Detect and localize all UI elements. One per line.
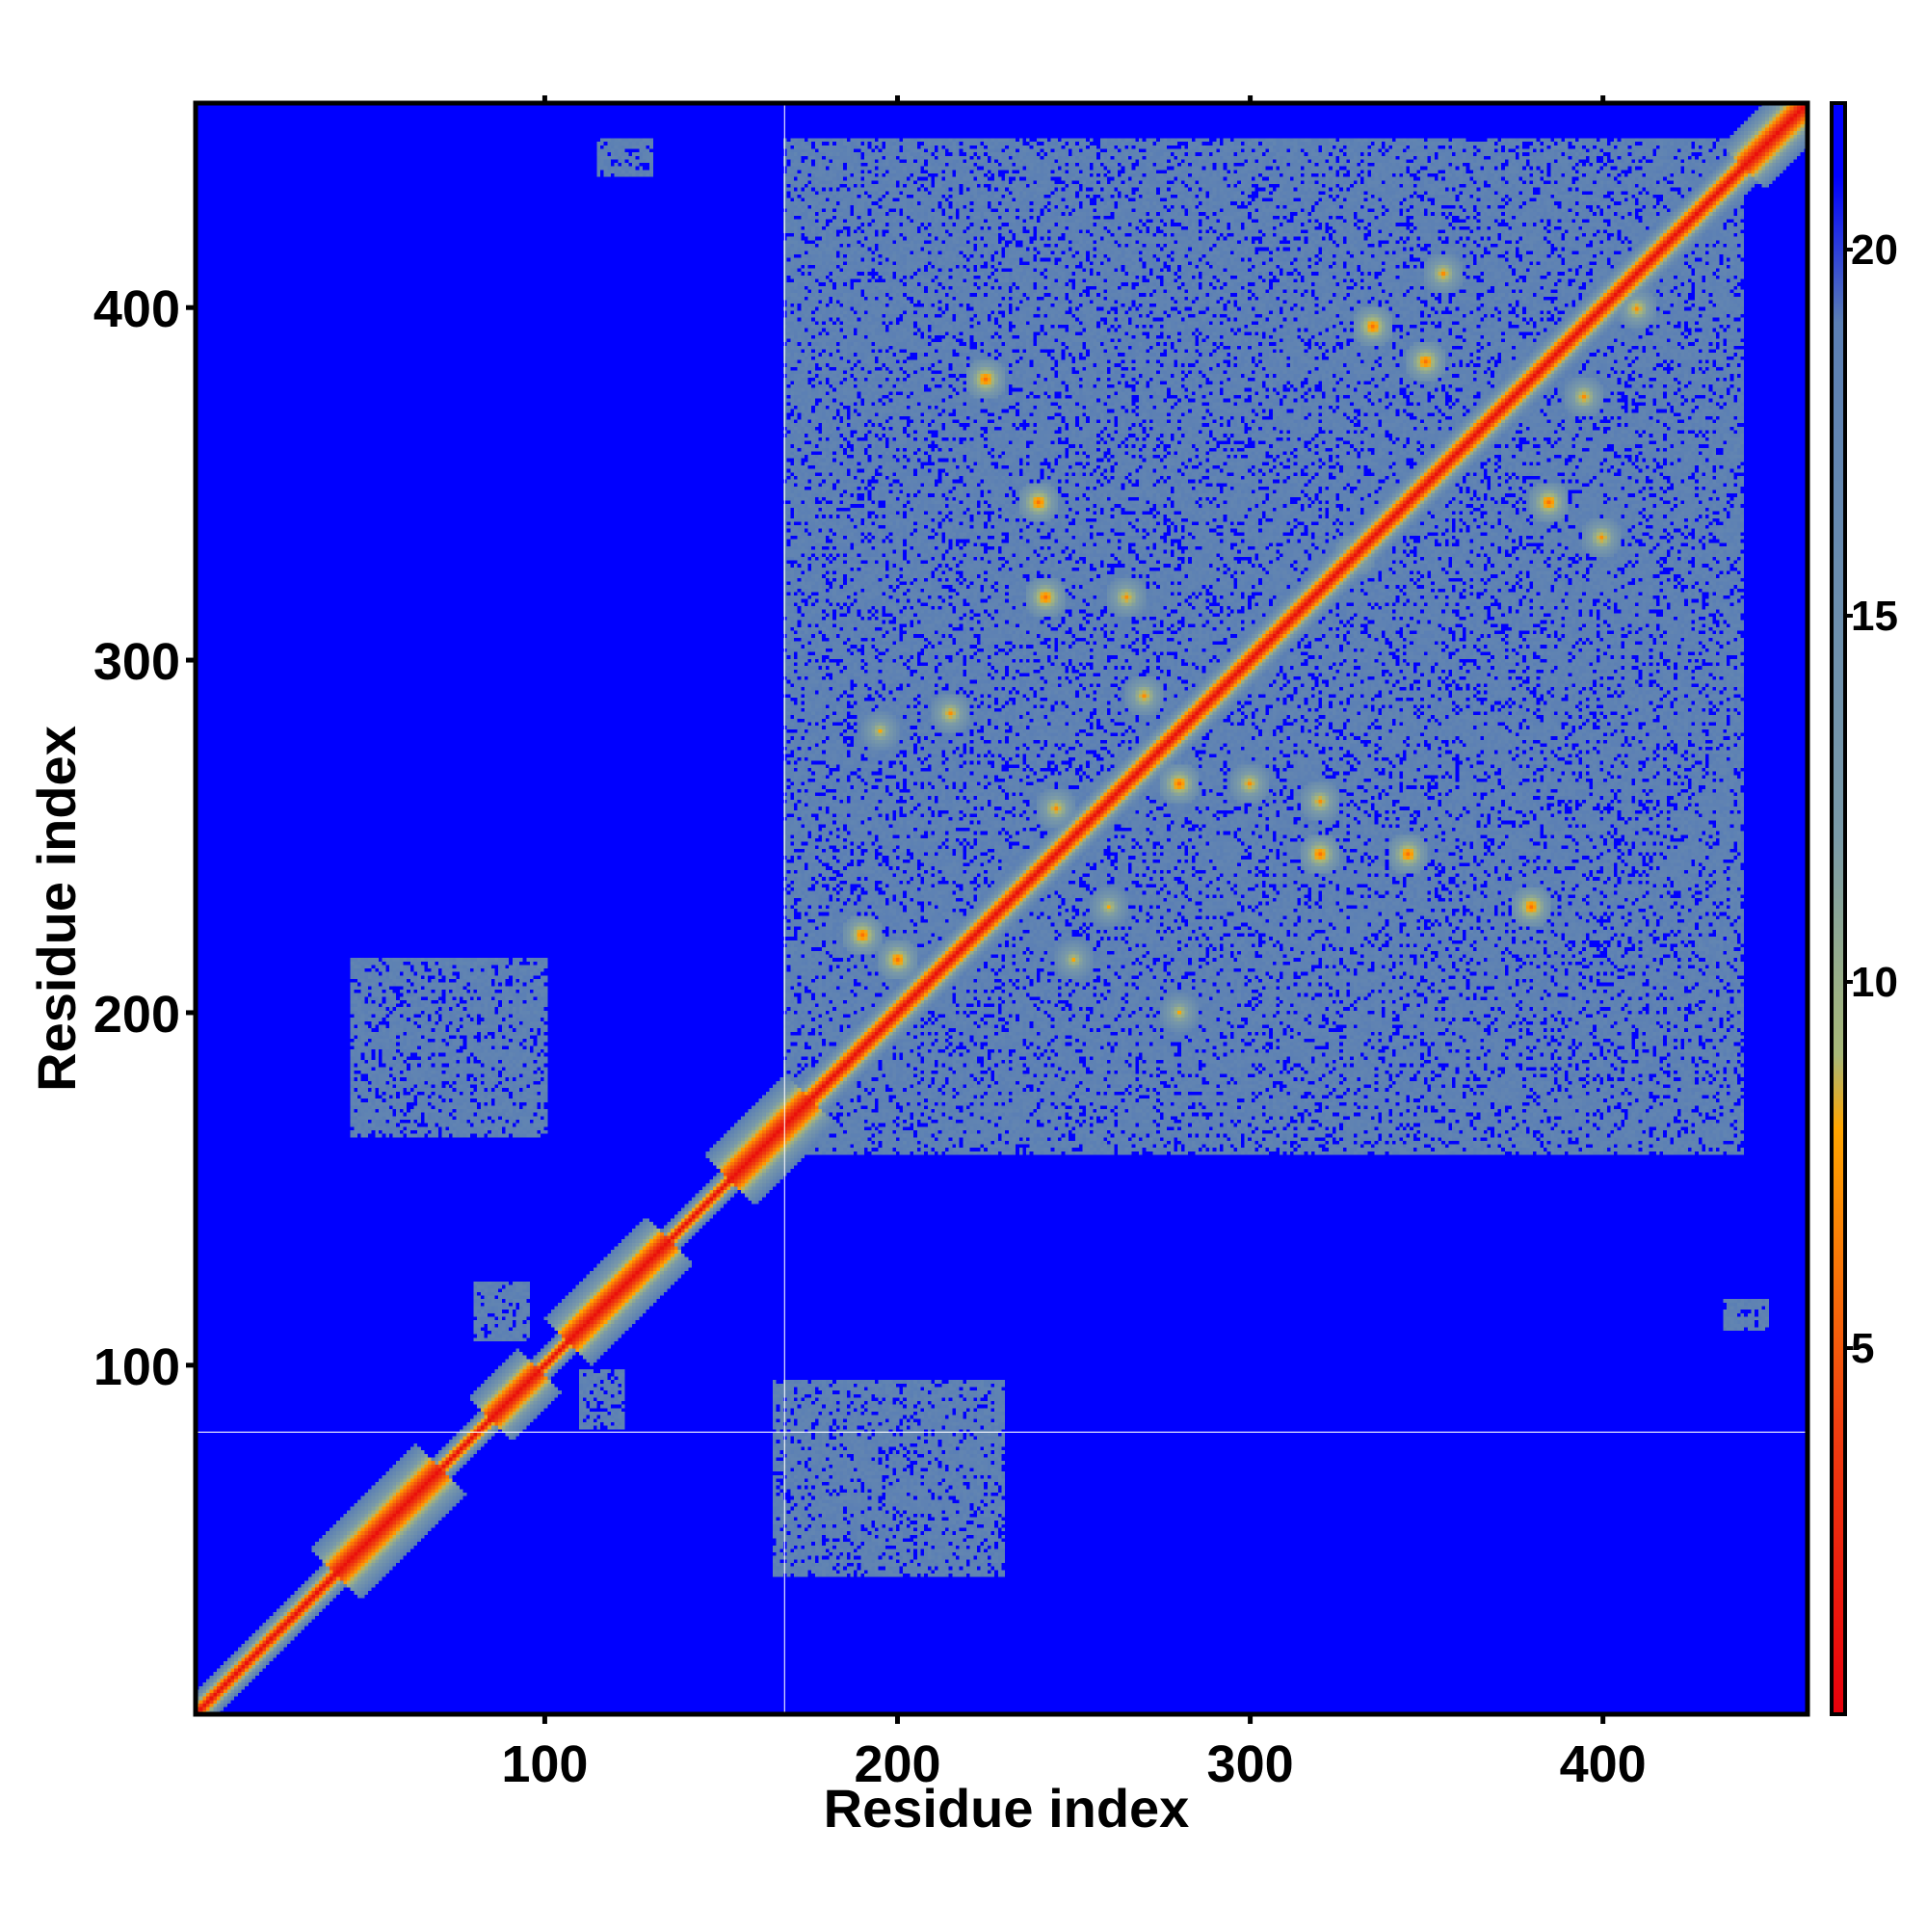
y-axis-ticks: 100 200 300 400 xyxy=(93,280,196,1396)
x-tick-label: 200 xyxy=(854,1735,940,1793)
colorbar xyxy=(1830,101,1847,1716)
y-tick-label: 400 xyxy=(93,280,180,338)
heatmap-raster xyxy=(196,103,1808,1714)
y-tick-label: 300 xyxy=(93,633,180,691)
x-tick-label: 300 xyxy=(1207,1735,1294,1793)
colorbar-tick-label: 10 xyxy=(1851,959,1898,1006)
colorbar-tick-label: 5 xyxy=(1851,1325,1874,1372)
colorbar-tick-label: 20 xyxy=(1851,226,1898,274)
y-axis-title: Residue index xyxy=(26,726,87,1092)
x-axis-ticks: 100 200 300 400 xyxy=(501,95,1647,1793)
colorbar-tick-label: 15 xyxy=(1851,593,1898,640)
x-tick-label: 100 xyxy=(501,1735,588,1793)
y-tick-label: 200 xyxy=(93,986,180,1044)
plot-frame xyxy=(193,100,1810,1717)
x-axis-title: Residue index xyxy=(824,1778,1190,1839)
x-tick-label: 400 xyxy=(1560,1735,1647,1793)
y-tick-label: 100 xyxy=(93,1338,180,1396)
crosshair-lines xyxy=(196,103,1808,1714)
colorbar-ticks: 5 10 15 20 xyxy=(1845,226,1898,1372)
